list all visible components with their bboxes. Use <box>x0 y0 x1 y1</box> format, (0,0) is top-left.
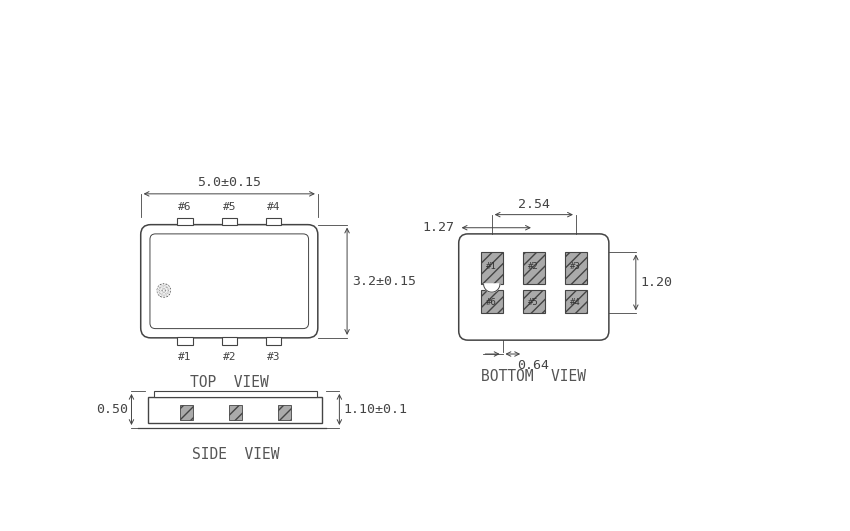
Bar <box>266 218 281 226</box>
Bar <box>523 252 545 284</box>
Bar <box>565 252 586 284</box>
Bar <box>149 397 322 423</box>
Text: #6: #6 <box>178 202 192 212</box>
Text: 5.0±0.15: 5.0±0.15 <box>197 176 261 189</box>
Bar <box>278 405 291 420</box>
Bar <box>178 218 193 226</box>
Text: SIDE  VIEW: SIDE VIEW <box>191 447 279 462</box>
Bar <box>180 405 193 420</box>
Text: #6: #6 <box>486 298 497 307</box>
Polygon shape <box>484 284 500 292</box>
Text: 1.10±0.1: 1.10±0.1 <box>343 403 407 416</box>
Text: #2: #2 <box>529 262 539 271</box>
FancyBboxPatch shape <box>459 234 609 340</box>
Bar <box>178 337 193 345</box>
Text: 3.2±0.15: 3.2±0.15 <box>352 275 416 288</box>
Text: #3: #3 <box>570 262 581 271</box>
Bar <box>154 391 317 397</box>
Bar <box>222 337 237 345</box>
Text: #1: #1 <box>486 262 497 271</box>
Text: #1: #1 <box>178 352 192 362</box>
Text: #4: #4 <box>267 202 280 212</box>
Text: #2: #2 <box>223 352 236 362</box>
Text: 2.54: 2.54 <box>518 198 550 211</box>
Bar <box>565 290 586 313</box>
Bar <box>222 218 237 226</box>
Bar <box>266 337 281 345</box>
Text: #3: #3 <box>267 352 280 362</box>
Bar <box>481 252 502 284</box>
Text: 0.64: 0.64 <box>517 358 548 372</box>
Bar <box>481 290 502 313</box>
Text: 0.50: 0.50 <box>96 403 128 416</box>
Text: #5: #5 <box>529 298 539 307</box>
Bar <box>229 405 242 420</box>
Polygon shape <box>157 284 170 297</box>
Text: 1.27: 1.27 <box>422 221 454 234</box>
Text: 1.20: 1.20 <box>640 276 672 289</box>
Text: #5: #5 <box>223 202 236 212</box>
Text: TOP  VIEW: TOP VIEW <box>190 375 269 390</box>
FancyBboxPatch shape <box>150 234 309 329</box>
FancyBboxPatch shape <box>141 225 318 338</box>
Bar <box>523 290 545 313</box>
Text: BOTTOM  VIEW: BOTTOM VIEW <box>481 370 586 384</box>
Text: #4: #4 <box>570 298 581 307</box>
